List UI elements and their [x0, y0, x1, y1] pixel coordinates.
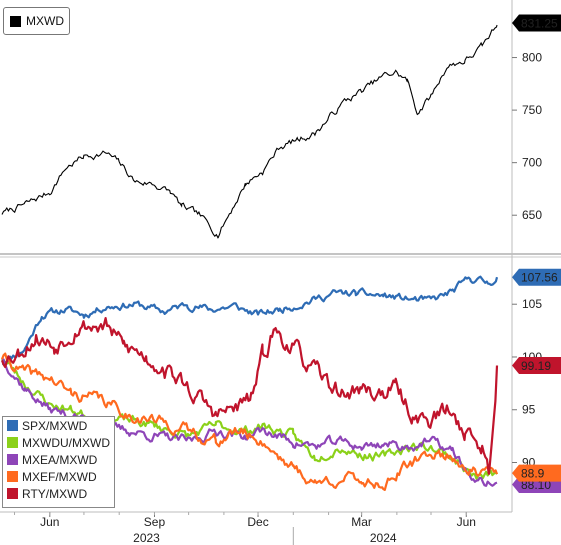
mxwd-legend: MXWD [3, 7, 70, 35]
x-tick-label: Jun [457, 515, 476, 529]
legend-label: MXEF/MXWD [22, 469, 97, 484]
legend-label: SPX/MXWD [22, 418, 88, 433]
top-y-tick-label: 750 [522, 103, 542, 117]
top-y-tick-label: 650 [522, 208, 542, 222]
series-line-rty-mxwd [0, 317, 499, 475]
last-value-tag-mxef-mxwd-shape [512, 464, 561, 482]
x-tick-label: Jun [40, 515, 59, 529]
last-value-tag-rty-mxwd-shape [512, 357, 561, 375]
last-value-tag-rty-mxwd: 99.19 [512, 357, 561, 375]
legend-label: MXWDU/MXWD [22, 435, 110, 450]
bottom-y-tick-label: 105 [522, 297, 542, 311]
x-year-label: 2024 [370, 531, 397, 545]
legend-entry: MXWDU/MXWD [3, 434, 114, 451]
legend-swatch [7, 437, 18, 448]
legend-entry: MXEF/MXWD [3, 468, 114, 485]
legend-swatch [7, 488, 18, 499]
last-value-tag-rty-mxwd-text: 99.19 [521, 359, 551, 373]
series-line-mxef-mxwd [0, 352, 499, 491]
top-y-tick-label: 800 [522, 51, 542, 65]
legend-swatch [7, 471, 18, 482]
mxwd-last-value-tag-text: 831.25 [521, 16, 558, 30]
legend-swatch [7, 454, 18, 465]
x-tick-label: Sep [144, 515, 166, 529]
ratio-legend: SPX/MXWD MXWDU/MXWD MXEA/MXWD MXEF/MXWD RTY/… [2, 416, 115, 508]
last-value-tag-spx-mxwd-text: 107.56 [521, 271, 558, 285]
mxwd-line [1, 24, 498, 239]
legend-entry: RTY/MXWD [3, 485, 114, 502]
bottom-y-tick-label: 95 [522, 403, 536, 417]
x-tick-label: Mar [351, 515, 372, 529]
mxwd-legend-swatch [10, 15, 21, 27]
top-y-tick-label: 700 [522, 156, 542, 170]
last-value-tag-spx-mxwd: 107.56 [512, 268, 561, 286]
legend-entry: SPX/MXWD [3, 417, 114, 434]
last-value-tag-spx-mxwd-shape [512, 268, 561, 286]
legend-entry: MXEA/MXWD [3, 451, 114, 468]
legend-label: RTY/MXWD [22, 486, 88, 501]
mxwd-legend-label: MXWD [26, 14, 64, 28]
mxwd-last-value-tag-shape [512, 14, 561, 32]
legend-swatch [7, 420, 18, 431]
last-value-tag-mxef-mxwd-text: 88.9 [521, 467, 545, 481]
mxwd-last-value-tag: 831.25 [512, 14, 561, 32]
series-line-spx-mxwd [1, 275, 499, 365]
legend-label: MXEA/MXWD [22, 452, 98, 467]
x-tick-label: Dec [247, 515, 268, 529]
x-year-label: 2023 [133, 531, 160, 545]
last-value-tag-mxef-mxwd: 88.9 [512, 464, 561, 482]
